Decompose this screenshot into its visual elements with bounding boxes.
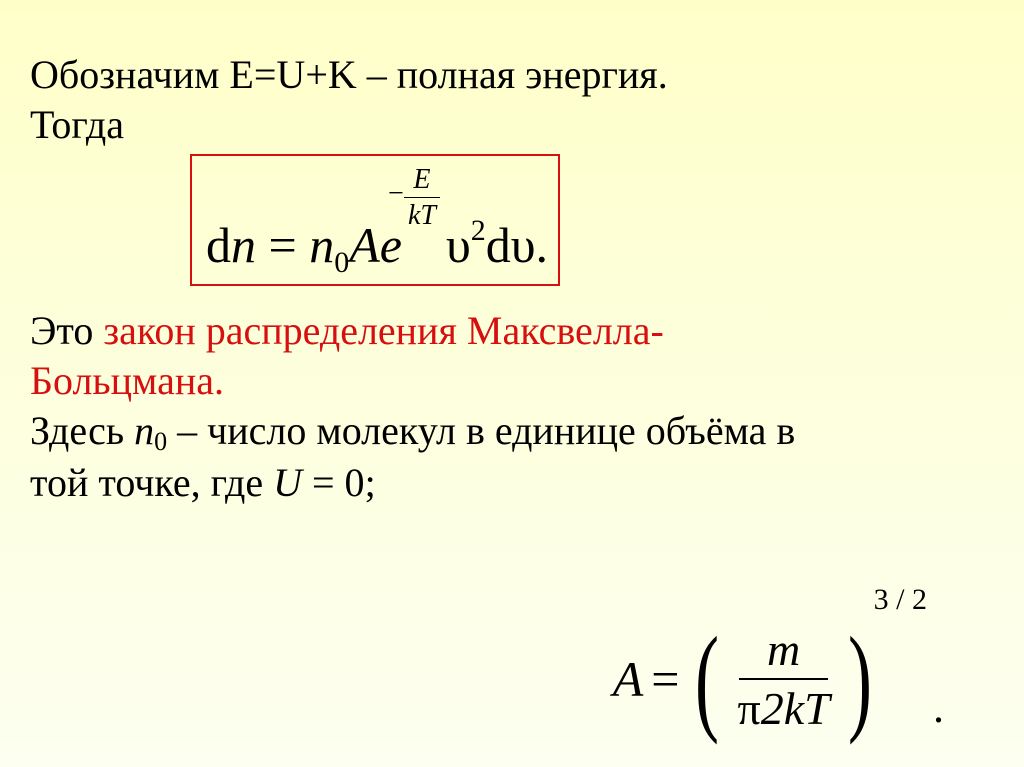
fA-den: π2kT bbox=[729, 680, 837, 737]
line5-sub0: 0 bbox=[154, 427, 167, 456]
f1-n0-n: n bbox=[309, 217, 334, 273]
fA-A: A bbox=[613, 650, 644, 708]
law-name-dot: . bbox=[214, 358, 224, 403]
line5-rest: – число молекул в единице объёма в bbox=[167, 408, 795, 453]
u-equals-zero: U = 0 bbox=[273, 460, 364, 505]
f1-A: A bbox=[349, 217, 380, 273]
line6-prefix: той точке, где bbox=[30, 460, 273, 505]
line3-prefix: Это bbox=[30, 308, 103, 353]
line-1: Обозначим E=U+K – полная энергия. bbox=[30, 50, 994, 100]
line-3: Это закон распределения Максвелла- bbox=[30, 306, 994, 356]
f1-d: d bbox=[206, 217, 231, 273]
f1-exp-den: kT bbox=[404, 198, 440, 233]
fA-exp: 3 / 2 bbox=[874, 583, 927, 617]
law-name-part2: Больцмана bbox=[30, 358, 214, 403]
u-semi: ; bbox=[365, 460, 376, 505]
fA-dot: . bbox=[933, 682, 944, 733]
f1-exponent: −EkT bbox=[404, 162, 440, 233]
slide-content: Обозначим E=U+K – полная энергия. Тогда … bbox=[0, 0, 1024, 508]
fA-lparen: ( bbox=[695, 631, 719, 727]
law-name-part1: закон распределения Максвелла- bbox=[103, 308, 663, 353]
fA-fraction: m π2kT bbox=[729, 621, 837, 737]
f1-exp-num: E bbox=[404, 162, 440, 198]
line5-prefix: Здесь bbox=[30, 408, 134, 453]
line-5: Здесь n0 – число молекул в единице объём… bbox=[30, 406, 994, 459]
u-eq-rest: = 0 bbox=[302, 460, 365, 505]
fA-eq: = bbox=[651, 650, 679, 708]
f1-sq: 2 bbox=[471, 214, 486, 247]
f1-d2: d bbox=[486, 217, 511, 273]
f1-exp-minus: − bbox=[388, 176, 404, 211]
line5-n: n bbox=[134, 408, 154, 453]
u-var: U bbox=[273, 460, 302, 505]
f1-ups2: υ. bbox=[511, 217, 548, 273]
line-6: той точке, где U = 0; bbox=[30, 458, 994, 508]
f1-n0-0: 0 bbox=[334, 246, 349, 279]
f1-e: e bbox=[380, 217, 402, 273]
maxwell-boltzmann-formula: dn = n0Ae−EkTυ2dυ. bbox=[206, 217, 548, 273]
line-4: Больцмана. bbox=[30, 356, 994, 406]
maxwell-boltzmann-formula-box: dn = n0Ae−EkTυ2dυ. bbox=[190, 154, 560, 286]
fA-num: m bbox=[739, 621, 828, 680]
coefficient-A-formula: A = ( m π2kT ) 3 / 2 . bbox=[613, 621, 944, 737]
f1-n: n bbox=[231, 217, 256, 273]
f1-eq: = bbox=[256, 217, 309, 273]
fA-rparen: ) bbox=[848, 631, 872, 727]
line-2: Тогда bbox=[30, 100, 994, 150]
f1-ups: υ bbox=[446, 217, 471, 273]
